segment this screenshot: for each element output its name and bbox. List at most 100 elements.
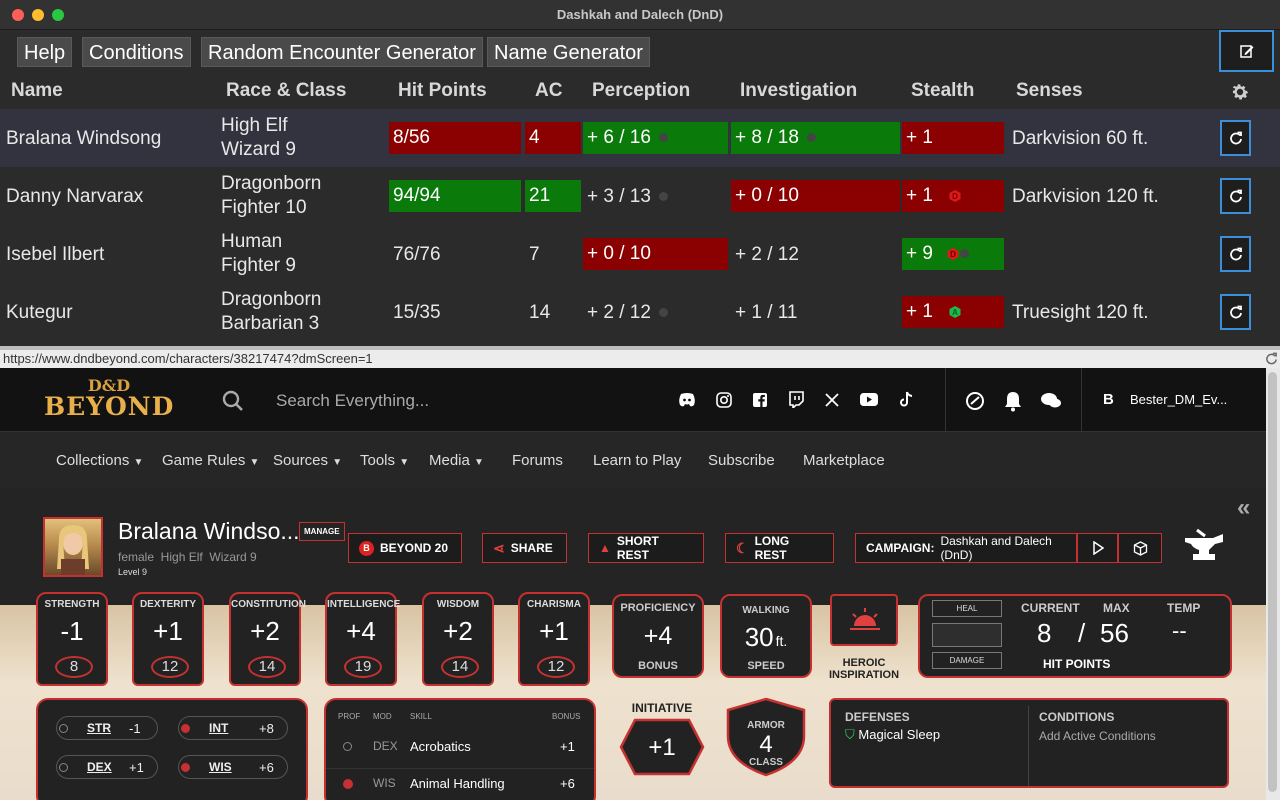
save-abbr: INT (209, 721, 229, 735)
edit-button[interactable] (1219, 30, 1274, 72)
youtube-icon[interactable] (860, 393, 878, 406)
beyond20-icon: B (359, 540, 374, 556)
facebook-icon[interactable] (752, 392, 768, 408)
ability-wisdom[interactable]: WISDOM +2 14 (422, 592, 494, 686)
bell-icon[interactable] (1003, 390, 1023, 412)
logo-bottom: BEYOND (44, 392, 175, 421)
save-str[interactable]: STR -1 (56, 716, 158, 740)
discord-icon[interactable] (678, 392, 696, 408)
zoom-window-button[interactable] (52, 9, 64, 21)
heroic-inspiration-button[interactable] (830, 594, 898, 646)
perception-value: + 0 / 10 (587, 243, 651, 264)
ability-charisma[interactable]: CHARISMA +1 12 (518, 592, 590, 686)
manage-button[interactable]: MANAGE (299, 522, 345, 541)
refresh-button[interactable] (1220, 178, 1251, 214)
proficiency-box: PROFICIENCY +4 BONUS (612, 594, 704, 678)
long-rest-label: LONG REST (754, 534, 790, 562)
gear-icon[interactable] (1229, 81, 1251, 103)
chat-icon[interactable] (1040, 392, 1062, 410)
reload-icon[interactable] (1265, 352, 1278, 365)
table-row[interactable]: Kutegur Dragonborn Barbarian 3 15/35 14 … (0, 283, 1280, 341)
refresh-button[interactable] (1220, 120, 1251, 156)
scrollbar-thumb[interactable] (1268, 372, 1277, 792)
refresh-button[interactable] (1220, 236, 1251, 272)
campaign-dice-button[interactable] (1118, 533, 1162, 563)
skill-name: Animal Handling (410, 776, 505, 791)
save-abbr: STR (87, 721, 111, 735)
random-encounter-button[interactable]: Random Encounter Generator (201, 37, 483, 67)
beyond20-button[interactable]: B BEYOND 20 (348, 533, 462, 563)
refresh-button[interactable] (1220, 294, 1251, 330)
nav-label: Tools (360, 452, 396, 469)
logo-top: D&D (87, 376, 131, 395)
speed-label: WALKING (742, 605, 790, 616)
initiative-frame[interactable] (619, 718, 705, 776)
save-int[interactable]: INT +8 (178, 716, 288, 740)
avatar[interactable] (43, 517, 103, 577)
nav-collections[interactable]: Collections ▼ (56, 452, 143, 469)
nav-game-rules[interactable]: Game Rules ▼ (162, 452, 259, 469)
table-row[interactable]: Isebel Ilbert Human Fighter 9 76/76 7 + … (0, 225, 1280, 283)
skills-header-mod: MOD (373, 712, 392, 721)
skill-row[interactable]: WIS Animal Handling +6 (326, 768, 594, 798)
ability-constitution[interactable]: CONSTITUTION +2 14 (229, 592, 306, 686)
speed-box: WALKING 30 ft. SPEED (720, 594, 812, 678)
hp-amount-input[interactable] (932, 623, 1002, 647)
collapse-icon[interactable]: « (1237, 494, 1251, 521)
save-dex[interactable]: DEX +1 (56, 755, 158, 779)
ability-modifier: +2 (443, 616, 473, 646)
skill-bonus[interactable]: +6 (560, 776, 575, 791)
nav-subscribe[interactable]: Subscribe (708, 452, 775, 469)
search-input[interactable]: Search Everything... (276, 391, 430, 410)
ability-strength[interactable]: STRENGTH -1 8 (36, 592, 108, 686)
instagram-icon[interactable] (716, 391, 732, 408)
ability-modifier: +4 (346, 616, 376, 646)
damage-button[interactable]: DAMAGE (932, 652, 1002, 669)
table-row[interactable]: Danny Narvarax Dragonborn Fighter 10 94/… (0, 167, 1280, 225)
share-button[interactable]: ⋖ SHARE (482, 533, 567, 563)
sync-icon[interactable] (964, 390, 986, 412)
pane-divider[interactable] (0, 346, 1280, 350)
tiktok-icon[interactable] (898, 391, 914, 408)
ability-intelligence[interactable]: INTELLIGENCE +4 19 (325, 592, 400, 686)
save-wis[interactable]: WIS +6 (178, 755, 288, 779)
hp-value: 8/56 (393, 127, 430, 148)
defenses-divider (1028, 706, 1029, 786)
anvil-icon[interactable] (1183, 528, 1225, 564)
campaign-play-button[interactable] (1077, 533, 1118, 563)
help-button[interactable]: Help (17, 37, 73, 67)
save-abbr: DEX (87, 760, 112, 774)
long-rest-button[interactable]: ☾ LONG REST (725, 533, 834, 563)
close-window-button[interactable] (12, 9, 24, 21)
nav-media[interactable]: Media ▼ (429, 452, 484, 469)
twitch-icon[interactable] (788, 391, 804, 408)
x-icon[interactable] (824, 392, 840, 408)
user-menu[interactable]: Bester_DM_Ev... (1130, 392, 1228, 407)
nav-learn-to-play[interactable]: Learn to Play (593, 452, 682, 469)
investigation-value: + 2 / 12 (735, 244, 799, 265)
nav-forums[interactable]: Forums (512, 452, 563, 469)
nav-tools[interactable]: Tools ▼ (360, 452, 409, 469)
hp-temp[interactable]: -- (1172, 618, 1187, 643)
ability-label: STRENGTH (44, 599, 100, 610)
nav-marketplace[interactable]: Marketplace (803, 452, 885, 469)
name-generator-button[interactable]: Name Generator (487, 37, 650, 67)
ddb-logo[interactable]: D&D BEYOND (44, 378, 174, 420)
minimize-window-button[interactable] (32, 9, 44, 21)
nav-sources[interactable]: Sources ▼ (273, 452, 342, 469)
defense-item[interactable]: ⛉ Magical Sleep (845, 727, 940, 743)
add-conditions-link[interactable]: Add Active Conditions (1039, 729, 1156, 743)
hp-max-label: MAX (1103, 601, 1130, 615)
table-row[interactable]: Bralana Windsong High Elf Wizard 9 8/56 … (0, 109, 1280, 167)
save-value: -1 (129, 721, 141, 736)
heal-button[interactable]: HEAL (932, 600, 1002, 617)
conditions-button[interactable]: Conditions (82, 37, 191, 67)
skill-row[interactable]: DEX Acrobatics +1 (326, 732, 594, 762)
ability-label: CONSTITUTION (231, 599, 306, 610)
search-icon[interactable] (222, 390, 244, 412)
campaign-button[interactable]: CAMPAIGN: Dashkah and Dalech (DnD) (855, 533, 1077, 563)
skill-bonus[interactable]: +1 (560, 739, 575, 754)
hp-cell: 94/94 (389, 180, 521, 212)
ability-dexterity[interactable]: DEXTERITY +1 12 (132, 592, 204, 686)
short-rest-button[interactable]: ▲ SHORT REST (588, 533, 704, 563)
